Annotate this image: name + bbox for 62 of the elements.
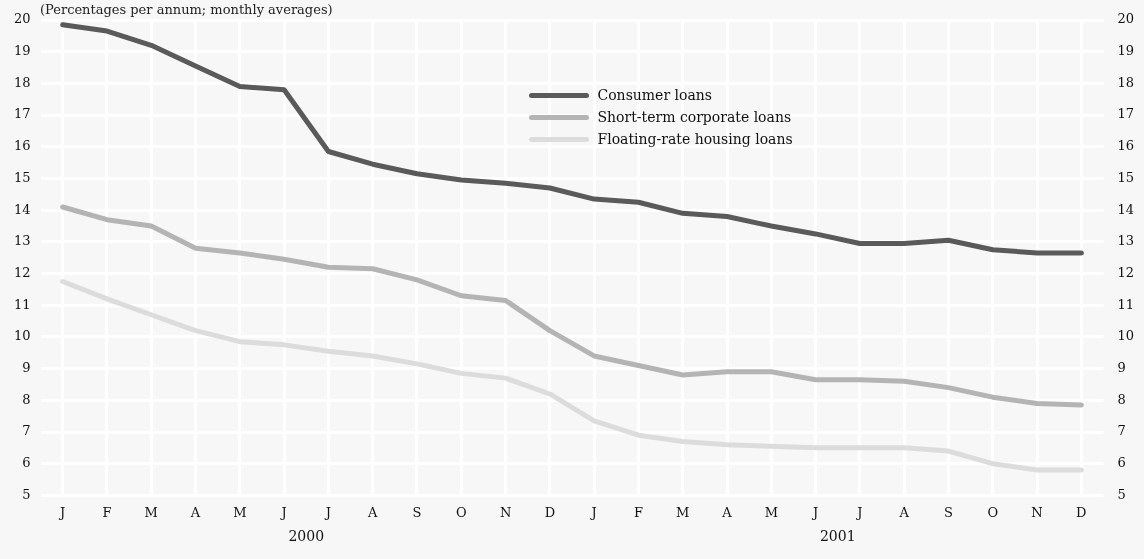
- x-tick-label: O: [455, 504, 467, 520]
- x-tick-label: N: [499, 504, 512, 520]
- x-tick-label: J: [855, 504, 863, 520]
- legend-label: Consumer loans: [597, 87, 712, 103]
- y2-tick-label: 18: [1117, 74, 1134, 90]
- y-tick-label: 5: [22, 486, 31, 502]
- y2-tick-label: 13: [1117, 233, 1134, 249]
- y2-tick-label: 16: [1117, 138, 1134, 154]
- x-tick-label: J: [323, 504, 332, 520]
- y-tick-label: 20: [14, 11, 31, 27]
- x-tick-label: M: [676, 504, 690, 520]
- y-tick-label: 13: [14, 233, 31, 249]
- y-tick-label: 9: [22, 360, 31, 375]
- y2-tick-label: 11: [1117, 296, 1134, 312]
- x-tick-label: J: [589, 504, 597, 520]
- y2-tick-label: 10: [1117, 328, 1134, 344]
- legend-label: Short-term corporate loans: [597, 109, 792, 125]
- y-tick-label: 7: [22, 423, 31, 439]
- x-tick-label: A: [367, 504, 379, 520]
- y-tick-label: 11: [14, 296, 31, 312]
- y-tick-label: 12: [14, 264, 31, 280]
- x-tick-label: J: [279, 504, 287, 520]
- y-tick-label: 16: [14, 138, 31, 154]
- y-tick-label: 17: [14, 106, 31, 122]
- y2-tick-label: 20: [1117, 11, 1134, 27]
- y2-tick-label: 7: [1117, 423, 1126, 439]
- y2-tick-label: 8: [1117, 391, 1126, 407]
- x-tick-label: A: [721, 504, 733, 520]
- x-tick-label: A: [898, 504, 910, 520]
- text: 2000: [288, 528, 325, 545]
- y-tick-label: 19: [14, 43, 31, 59]
- x-tick-label: N: [1031, 504, 1043, 520]
- y-tick-label: 14: [14, 201, 31, 217]
- x-tick-label: M: [764, 504, 778, 520]
- x-tick-label: J: [58, 504, 66, 520]
- text: 2001: [819, 528, 856, 545]
- x-tick-label: D: [1076, 504, 1087, 520]
- y-tick-label: 18: [14, 74, 31, 90]
- x-tick-label: M: [144, 504, 158, 520]
- y-tick-label: 15: [14, 169, 31, 185]
- chart-subtitle: (Percentages per annum; monthly averages): [40, 2, 333, 17]
- y2-tick-label: 15: [1117, 169, 1134, 185]
- y2-tick-label: 9: [1117, 360, 1126, 375]
- y2-tick-label: 14: [1117, 201, 1134, 217]
- x-tick-label: F: [102, 504, 112, 520]
- x-tick-label: S: [944, 504, 953, 520]
- x-tick-label: A: [189, 504, 201, 520]
- y-tick-label: 6: [22, 455, 31, 471]
- y-tick-label: 8: [22, 391, 31, 407]
- x-tick-label: S: [412, 504, 422, 520]
- y2-tick-label: 6: [1117, 455, 1126, 471]
- y2-tick-label: 19: [1117, 43, 1134, 59]
- x-tick-label: D: [544, 504, 556, 520]
- y-tick-label: 10: [14, 328, 31, 344]
- x-tick-label: J: [810, 504, 819, 520]
- x-tick-label: O: [987, 504, 999, 520]
- y2-tick-label: 5: [1117, 486, 1126, 502]
- x-tick-label: F: [633, 504, 643, 520]
- y2-tick-label: 12: [1117, 264, 1134, 280]
- x-tick-label: M: [233, 504, 247, 520]
- legend-label: Floating-rate housing loans: [597, 131, 793, 147]
- y2-tick-label: 17: [1117, 106, 1134, 122]
